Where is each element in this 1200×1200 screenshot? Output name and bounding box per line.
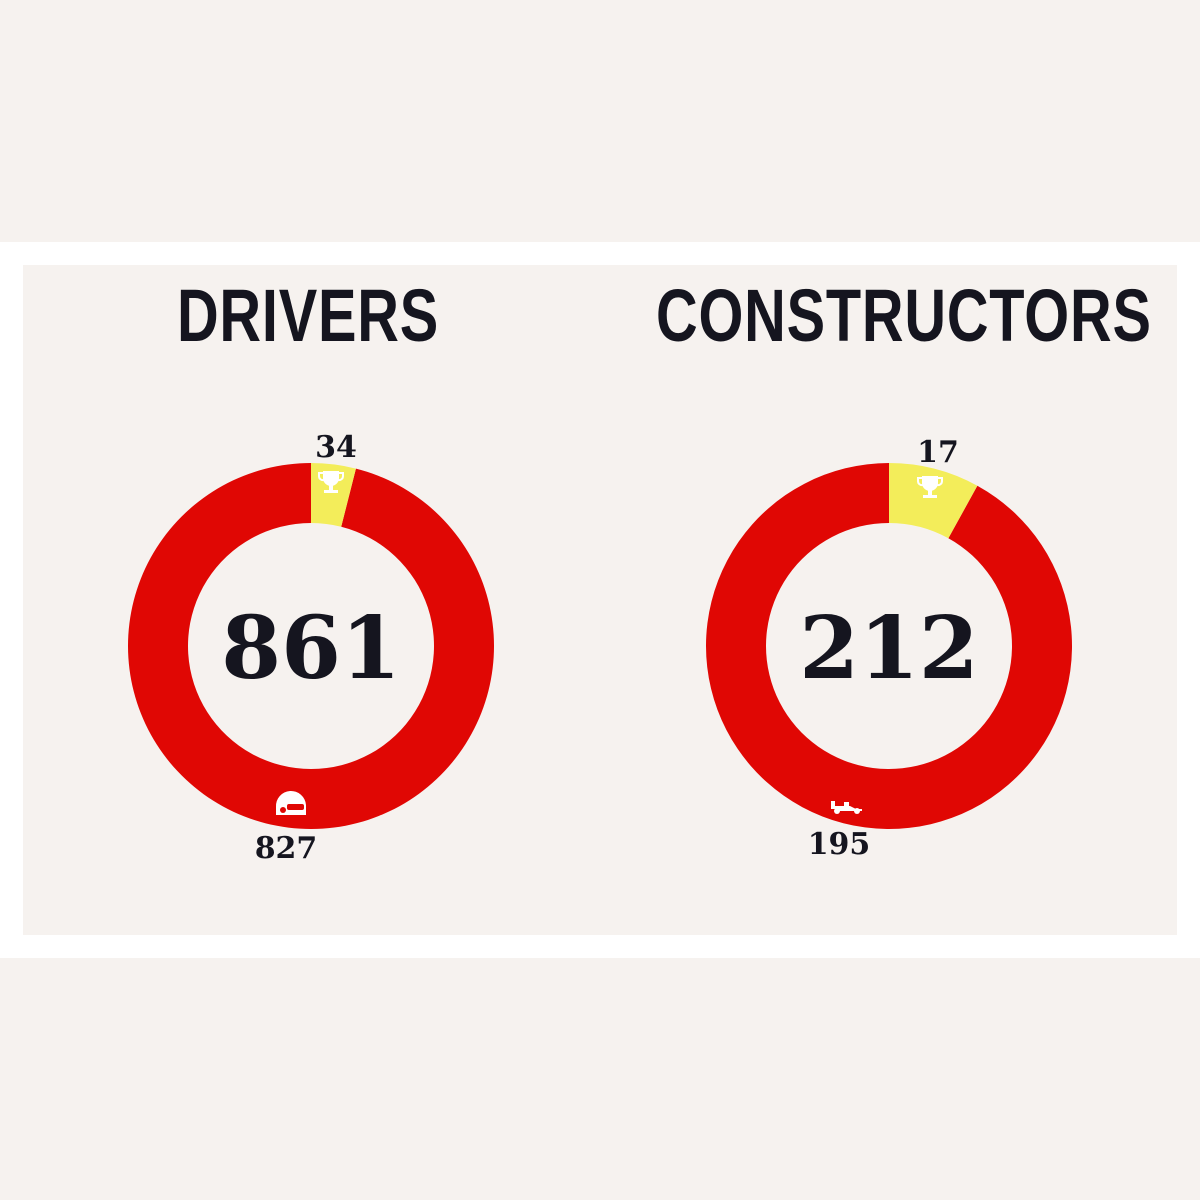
constructors-slice-not-champion (705, 463, 1072, 830)
constructors-donut: 212 17 195 (705, 435, 1072, 862)
constructors-total: 212 (799, 598, 979, 699)
drivers-non-champion-count: 827 (255, 831, 318, 866)
constructors-non-champion-count: 195 (808, 827, 871, 862)
drivers-total: 861 (221, 598, 401, 699)
drivers-donut: 861 34 827 (128, 430, 495, 866)
race-car-icon (831, 801, 862, 814)
trophy-icon (318, 471, 344, 493)
constructors-champion-count: 17 (917, 435, 959, 470)
constructors-title: CONSTRUCTORS (656, 274, 1152, 357)
helmet-icon (275, 790, 306, 815)
constructors-slice-champion (889, 463, 978, 539)
drivers-slice-not-champion (128, 463, 495, 830)
drivers-slice-champion (311, 463, 356, 527)
drivers-title: DRIVERS (176, 274, 440, 357)
chart-card (23, 265, 1177, 935)
trophy-icon (917, 476, 943, 498)
drivers-champion-count: 34 (315, 430, 357, 465)
